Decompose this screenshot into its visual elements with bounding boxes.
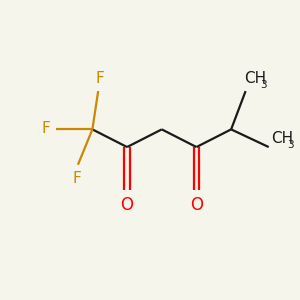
Text: O: O [190,196,203,214]
Text: O: O [121,196,134,214]
Text: F: F [95,71,104,86]
Text: CH: CH [271,130,293,146]
Text: 3: 3 [261,80,267,90]
Text: 3: 3 [287,140,294,150]
Text: F: F [72,171,81,186]
Text: CH: CH [244,71,266,86]
Text: F: F [41,121,50,136]
